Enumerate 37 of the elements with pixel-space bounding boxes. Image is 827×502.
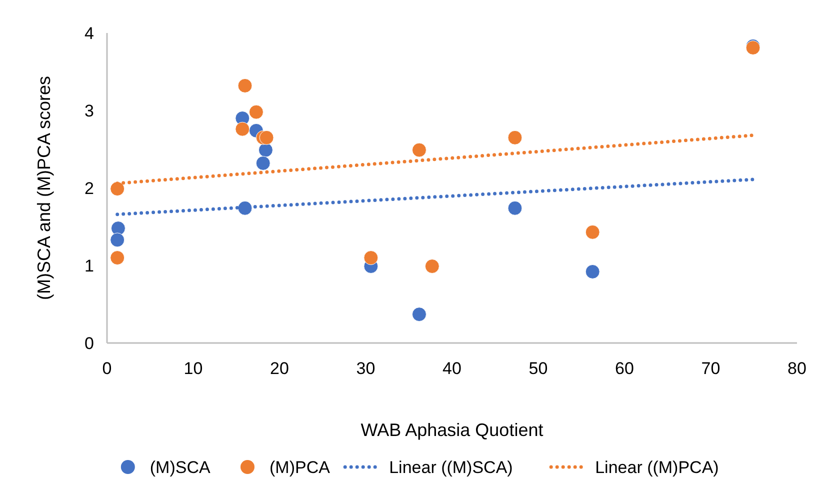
x-tick-label: 0: [102, 359, 112, 378]
point: [248, 104, 264, 120]
point: [110, 232, 125, 248]
point: [424, 259, 440, 274]
x-tick-label: 50: [528, 359, 548, 378]
legend-label: (M)PCA: [270, 458, 331, 477]
legend-label: (M)SCA: [150, 458, 211, 477]
point: [585, 224, 600, 240]
point: [259, 130, 274, 145]
x-tick-label: 60: [615, 359, 634, 378]
point: [258, 142, 273, 158]
x-tick-label: 10: [184, 359, 203, 378]
point: [508, 200, 522, 216]
point: [110, 182, 125, 196]
point: [256, 156, 270, 170]
point: [110, 250, 125, 265]
point: [364, 250, 378, 265]
y-tick-label: 4: [84, 24, 94, 43]
x-tick-label: 70: [701, 359, 720, 378]
y-tick-label: 3: [84, 102, 94, 120]
y-tick-label: 1: [84, 256, 94, 276]
x-tick-label: 20: [270, 359, 289, 378]
point: [412, 307, 426, 322]
y-tick-label: 2: [84, 179, 94, 198]
point: [238, 78, 252, 93]
point: [508, 130, 522, 145]
point: [235, 122, 250, 136]
x-tick-label: 80: [788, 359, 806, 378]
legend-label: Linear ((M)SCA): [389, 458, 513, 477]
x-tick-label: 40: [442, 359, 462, 378]
y-tick-label: 0: [84, 334, 94, 353]
legend-label: Linear ((M)PCA): [595, 458, 719, 477]
point: [412, 142, 426, 158]
x-tick-label: 30: [356, 359, 376, 378]
point: [585, 264, 600, 279]
y-axis-title: (M)SCA and (M)PCA scores: [34, 76, 54, 300]
x-axis-title: WAB Aphasia Quotient: [360, 420, 544, 440]
